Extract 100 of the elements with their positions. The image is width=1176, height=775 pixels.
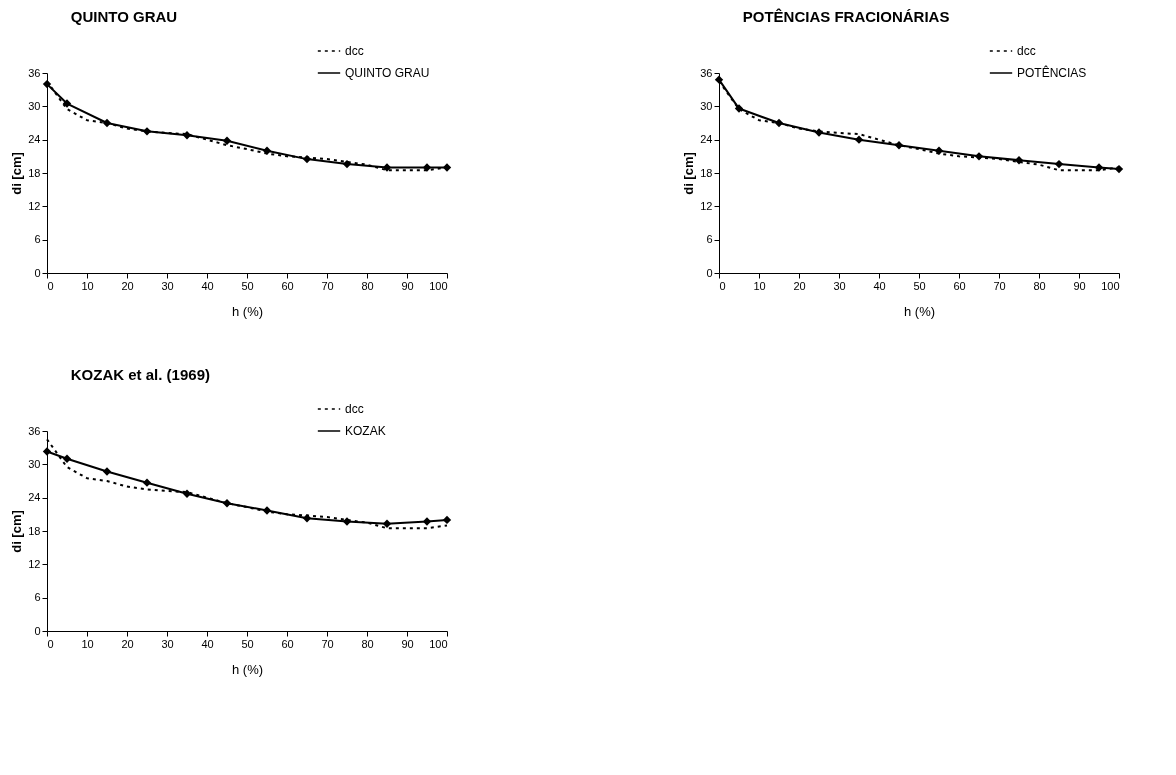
y-tick-label: 12 — [28, 557, 41, 570]
y-axis-title: di [cm] — [9, 510, 25, 553]
x-axis-title: h (%) — [903, 303, 936, 319]
x-tick-label: 20 — [121, 637, 134, 650]
y-tick-label: 12 — [700, 199, 713, 212]
x-tick-label: 10 — [81, 279, 94, 292]
y-tick-label: 0 — [34, 624, 41, 637]
point — [422, 517, 432, 526]
legend-label: POTÊNCIAS — [1017, 65, 1087, 80]
y-tick-label: 0 — [706, 266, 713, 279]
point — [814, 128, 824, 137]
x-tick-label: 50 — [913, 279, 926, 292]
point — [1114, 164, 1124, 174]
point — [42, 79, 52, 89]
point — [222, 499, 232, 508]
point — [42, 447, 52, 456]
x-tick-label: 100 — [429, 279, 448, 292]
legend-label: dcc — [345, 44, 364, 58]
x-tick-label: 100 — [1101, 279, 1120, 292]
y-axis-title: di [cm] — [9, 152, 25, 195]
point — [382, 163, 392, 172]
y-axis-title: di [cm] — [681, 152, 697, 195]
point — [442, 163, 452, 172]
y-tick-label: 30 — [700, 99, 713, 112]
legend-label: dcc — [345, 402, 364, 416]
point — [934, 146, 944, 155]
point — [342, 159, 352, 169]
point — [262, 146, 272, 155]
legend-label: KOZAK — [345, 424, 386, 438]
point — [342, 517, 352, 526]
point — [854, 135, 864, 144]
point — [382, 519, 392, 528]
point — [62, 99, 72, 108]
x-axis-title: h (%) — [231, 661, 264, 677]
point — [734, 104, 744, 113]
chart-title: POTÊNCIAS FRACIONÁRIAS — [742, 8, 950, 25]
y-tick-label: 12 — [28, 199, 41, 212]
x-tick-label: 30 — [161, 279, 174, 292]
x-tick-label: 50 — [241, 279, 254, 292]
x-tick-label: 90 — [1073, 279, 1086, 292]
point — [62, 454, 72, 463]
x-tick-label: 0 — [47, 279, 54, 292]
x-tick-label: 80 — [1033, 279, 1046, 292]
y-tick-label: 0 — [34, 266, 41, 279]
chart-title: KOZAK et al. (1969) — [70, 366, 210, 383]
legend-label: QUINTO GRAU — [345, 66, 430, 80]
y-tick-label: 18 — [28, 524, 41, 537]
legend-label: dcc — [1017, 44, 1036, 58]
y-tick-label: 30 — [28, 457, 41, 470]
y-tick-label: 24 — [28, 133, 41, 146]
y-tick-label: 6 — [34, 591, 41, 604]
x-tick-label: 0 — [47, 637, 54, 650]
chart-title: QUINTO GRAU — [70, 8, 178, 25]
point — [142, 478, 152, 487]
x-tick-label: 70 — [321, 637, 334, 650]
x-tick-label: 20 — [793, 279, 806, 292]
point — [262, 506, 272, 515]
point — [302, 514, 312, 523]
y-tick-label: 36 — [28, 66, 41, 79]
x-tick-label: 70 — [993, 279, 1006, 292]
point — [774, 118, 784, 128]
point — [1094, 163, 1104, 172]
x-tick-label: 30 — [161, 637, 174, 650]
x-tick-label: 20 — [121, 279, 134, 292]
x-tick-label: 40 — [201, 279, 214, 292]
y-tick-label: 36 — [700, 66, 713, 79]
x-tick-label: 30 — [833, 279, 846, 292]
x-tick-label: 60 — [281, 279, 294, 292]
y-tick-label: 6 — [34, 233, 41, 246]
x-tick-label: 90 — [401, 279, 414, 292]
point — [302, 154, 312, 164]
x-tick-label: 70 — [321, 279, 334, 292]
y-tick-label: 24 — [28, 491, 41, 504]
x-tick-label: 80 — [361, 279, 374, 292]
y-tick-label: 24 — [700, 133, 713, 146]
x-tick-label: 60 — [281, 637, 294, 650]
x-tick-label: 60 — [953, 279, 966, 292]
point — [422, 163, 432, 172]
point — [894, 141, 904, 150]
y-tick-label: 18 — [28, 166, 41, 179]
x-tick-label: 90 — [401, 637, 414, 650]
point — [102, 118, 112, 128]
y-tick-label: 18 — [700, 166, 713, 179]
point — [142, 127, 152, 136]
point — [182, 131, 192, 140]
x-tick-label: 0 — [719, 279, 726, 292]
point — [442, 515, 452, 525]
y-tick-label: 30 — [28, 99, 41, 112]
x-tick-label: 40 — [873, 279, 886, 292]
x-axis-title: h (%) — [231, 303, 264, 319]
x-tick-label: 80 — [361, 637, 374, 650]
x-tick-label: 10 — [81, 637, 94, 650]
point — [974, 152, 984, 161]
x-tick-label: 100 — [429, 637, 448, 650]
x-tick-label: 40 — [201, 637, 214, 650]
y-tick-label: 36 — [28, 424, 41, 437]
x-tick-label: 50 — [241, 637, 254, 650]
point — [102, 467, 112, 476]
point — [222, 136, 232, 145]
x-tick-label: 10 — [753, 279, 766, 292]
